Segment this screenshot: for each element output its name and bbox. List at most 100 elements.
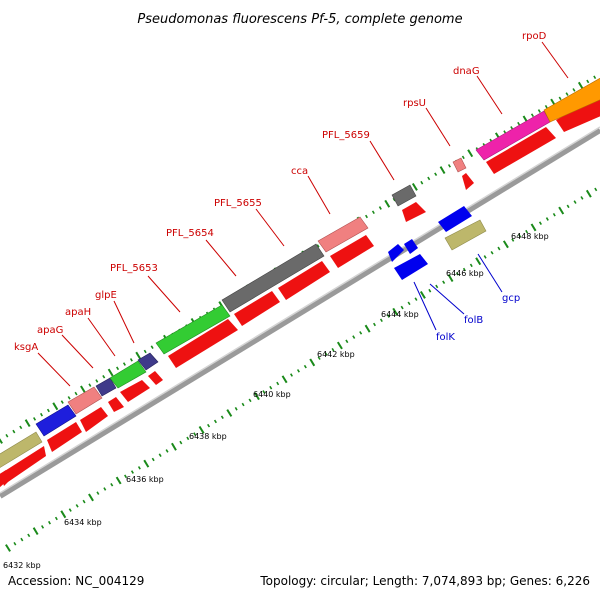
cds-arrow[interactable]: [47, 422, 82, 452]
gene-label-rpod: rpoD: [522, 31, 547, 42]
gene-label-apah: apaH: [65, 307, 91, 318]
minor-tick: [122, 362, 126, 366]
minor-tick: [165, 449, 169, 453]
cds-arrow[interactable]: [108, 397, 124, 412]
cds-arrow[interactable]: [234, 291, 280, 326]
scale-labels: 6432 kbp 6434 kbp 6436 kbp 6438 kbp 6440…: [3, 232, 549, 570]
major-tick: [392, 307, 399, 316]
cds-arrow[interactable]: [402, 202, 426, 222]
gene-block[interactable]: [444, 219, 487, 251]
cds-arrow[interactable]: [278, 261, 330, 300]
minor-tick: [373, 322, 376, 327]
cds-arrow[interactable]: [486, 127, 556, 174]
minor-tick: [544, 104, 548, 109]
minor-tick: [296, 369, 300, 373]
major-tick: [577, 81, 584, 90]
minor-tick: [102, 374, 106, 379]
minor-tick: [428, 288, 432, 293]
minor-tick: [12, 429, 16, 434]
cds-arrow[interactable]: [120, 380, 150, 402]
cds-arrow-reverse[interactable]: [438, 206, 472, 232]
minor-tick: [290, 373, 293, 377]
gene-block[interactable]: [137, 352, 159, 371]
minor-tick: [565, 92, 569, 96]
minor-tick: [566, 204, 570, 209]
minor-tick: [530, 113, 534, 118]
gene-block[interactable]: [95, 377, 117, 397]
major-tick: [439, 166, 446, 175]
cds-arrow-reverse[interactable]: [394, 254, 428, 280]
gene-block[interactable]: [391, 184, 417, 207]
cds-arrow-reverse[interactable]: [388, 244, 404, 262]
minor-tick: [545, 217, 549, 221]
gene-label-pfl-5655: PFL_5655: [214, 198, 262, 209]
accession-text: Accession: NC_004129: [8, 574, 144, 588]
tick-label: 6444 kbp: [381, 310, 419, 319]
minor-tick: [434, 172, 438, 177]
cds-arrow[interactable]: [80, 407, 108, 432]
gene-block[interactable]: [221, 243, 325, 313]
minor-tick: [594, 187, 598, 192]
gene-block[interactable]: [109, 360, 147, 389]
minor-tick: [27, 533, 31, 538]
gene-label-cca: cca: [291, 166, 308, 177]
cds-arrow[interactable]: [462, 173, 474, 190]
tick-label: 6434 kbp: [64, 518, 102, 527]
minor-tick: [248, 398, 252, 403]
major-tick: [419, 290, 426, 299]
minor-tick: [46, 408, 50, 413]
minor-tick: [407, 301, 411, 306]
cds-arrow[interactable]: [148, 371, 163, 385]
tick-label: 6440 kbp: [253, 390, 291, 399]
minor-tick: [593, 75, 597, 80]
gene-block[interactable]: [317, 216, 369, 253]
gene-label-folk: folK: [436, 332, 455, 343]
cds-arrow[interactable]: [330, 235, 374, 268]
minor-tick: [20, 537, 24, 542]
minor-tick: [414, 297, 418, 301]
major-tick: [281, 375, 288, 384]
minor-tick: [48, 520, 51, 525]
minor-tick: [558, 96, 562, 101]
minor-tick: [365, 214, 368, 219]
cds-track-reverse: [388, 206, 487, 280]
major-tick: [475, 257, 482, 266]
minor-tick: [359, 331, 363, 335]
label-leaders: [37, 41, 569, 387]
minor-tick: [75, 504, 79, 508]
cds-arrow[interactable]: [0, 446, 46, 486]
major-tick: [88, 493, 94, 502]
tick-label: 6446 kbp: [446, 269, 484, 278]
minor-tick: [572, 88, 576, 92]
minor-tick: [525, 229, 529, 234]
gene-block[interactable]: [452, 157, 467, 173]
gene-block[interactable]: [67, 386, 103, 415]
minor-tick: [110, 482, 114, 487]
gene-block[interactable]: [0, 431, 43, 470]
minor-tick: [88, 383, 92, 387]
minor-tick: [538, 221, 542, 226]
minor-tick: [469, 263, 473, 268]
minor-tick: [60, 400, 64, 404]
minor-tick: [483, 255, 487, 259]
minor-tick: [455, 272, 459, 276]
minor-tick: [74, 391, 78, 396]
minor-tick: [96, 491, 100, 495]
gene-label-pfl-5654: PFL_5654: [166, 228, 214, 239]
major-tick: [309, 358, 316, 367]
gene-block[interactable]: [155, 304, 231, 355]
gene-label-dnag: dnaG: [453, 66, 480, 77]
major-tick: [52, 402, 59, 411]
gene-label-rpsu: rpsU: [403, 98, 426, 109]
gene-block[interactable]: [543, 76, 600, 123]
major-tick: [24, 419, 31, 428]
cds-arrow-reverse[interactable]: [404, 239, 418, 254]
minor-tick: [5, 433, 9, 438]
gene-block[interactable]: [35, 404, 77, 437]
cds-arrow[interactable]: [168, 319, 238, 368]
gene-feature-track: [0, 76, 600, 470]
minor-tick: [13, 541, 17, 546]
major-tick: [198, 425, 205, 434]
minor-tick: [213, 419, 217, 424]
minor-tick: [573, 200, 577, 204]
